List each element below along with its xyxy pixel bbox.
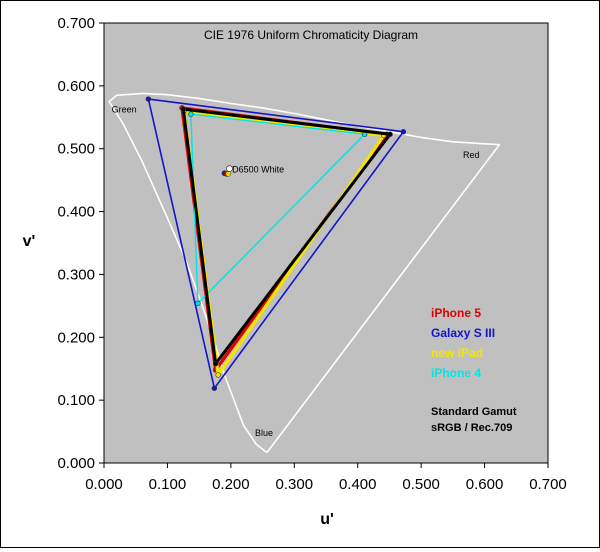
y-tick-label-1: 0.100 — [57, 392, 95, 409]
y-axis-label: v' — [23, 233, 36, 250]
gamut-galaxy-s-iii — [147, 98, 405, 390]
x-axis-label: u' — [320, 511, 334, 528]
y-tick-label-4: 0.400 — [57, 204, 95, 221]
locus-label-0: Green — [112, 104, 137, 114]
legend-entry-2: new iPad — [431, 346, 483, 360]
y-tick-label-0: 0.000 — [57, 455, 95, 472]
x-tick-label-3: 0.300 — [276, 476, 314, 493]
legend-entry-0: iPhone 5 — [431, 306, 481, 320]
x-tick-label-5: 0.500 — [402, 476, 440, 493]
locus-label-1: Red — [463, 150, 480, 160]
plot-area — [103, 22, 549, 464]
gamut-vertex-standard-gamut-2 — [212, 360, 219, 367]
gamut-vertex-galaxy-s-iii-1 — [145, 96, 152, 102]
y-tick-label-7: 0.700 — [57, 15, 95, 32]
legend-entry-1: Galaxy S III — [431, 326, 495, 340]
x-tick-label-0: 0.000 — [85, 476, 123, 493]
legend: iPhone 5 Galaxy S III new iPad iPhone 4 — [431, 306, 495, 380]
gamut-vertex-new-ipad-2 — [215, 372, 221, 378]
y-tick-label-6: 0.600 — [57, 78, 95, 95]
srgb-label: sRGB / Rec.709 — [431, 422, 512, 434]
x-tick-label-4: 0.400 — [339, 476, 377, 493]
gamut-vertex-iphone-4-2 — [195, 300, 201, 307]
gamut-vertex-standard-gamut-0 — [387, 131, 393, 137]
white-point-d65 — [226, 165, 233, 172]
standard-gamut-label: Standard Gamut — [431, 406, 517, 418]
x-tick-label-2: 0.200 — [212, 476, 250, 493]
locus-label-2: Blue — [255, 428, 273, 438]
y-tick-label-5: 0.500 — [57, 141, 95, 158]
gamut-iphone-4 — [190, 113, 366, 304]
x-tick-label-7: 0.700 — [529, 476, 567, 493]
gamut-standard-gamut — [181, 107, 392, 366]
legend-entry-3: iPhone 4 — [431, 366, 481, 380]
gamut-vertex-galaxy-s-iii-0 — [400, 129, 407, 135]
locus-label-3: D6500 White — [232, 165, 284, 175]
y-tick-label-3: 0.300 — [57, 266, 95, 283]
chart-title: CIE 1976 Uniform Chromaticity Diagram — [204, 28, 418, 42]
gamut-vertex-iphone-4-1 — [188, 111, 194, 117]
gamut-vertex-standard-gamut-1 — [180, 106, 186, 112]
x-tick-label-6: 0.600 — [466, 476, 504, 493]
white-point-measured-2 — [225, 171, 232, 177]
x-tick-label-1: 0.100 — [149, 476, 187, 493]
gamut-vertex-galaxy-s-iii-2 — [211, 385, 218, 391]
y-tick-label-2: 0.200 — [57, 329, 95, 346]
